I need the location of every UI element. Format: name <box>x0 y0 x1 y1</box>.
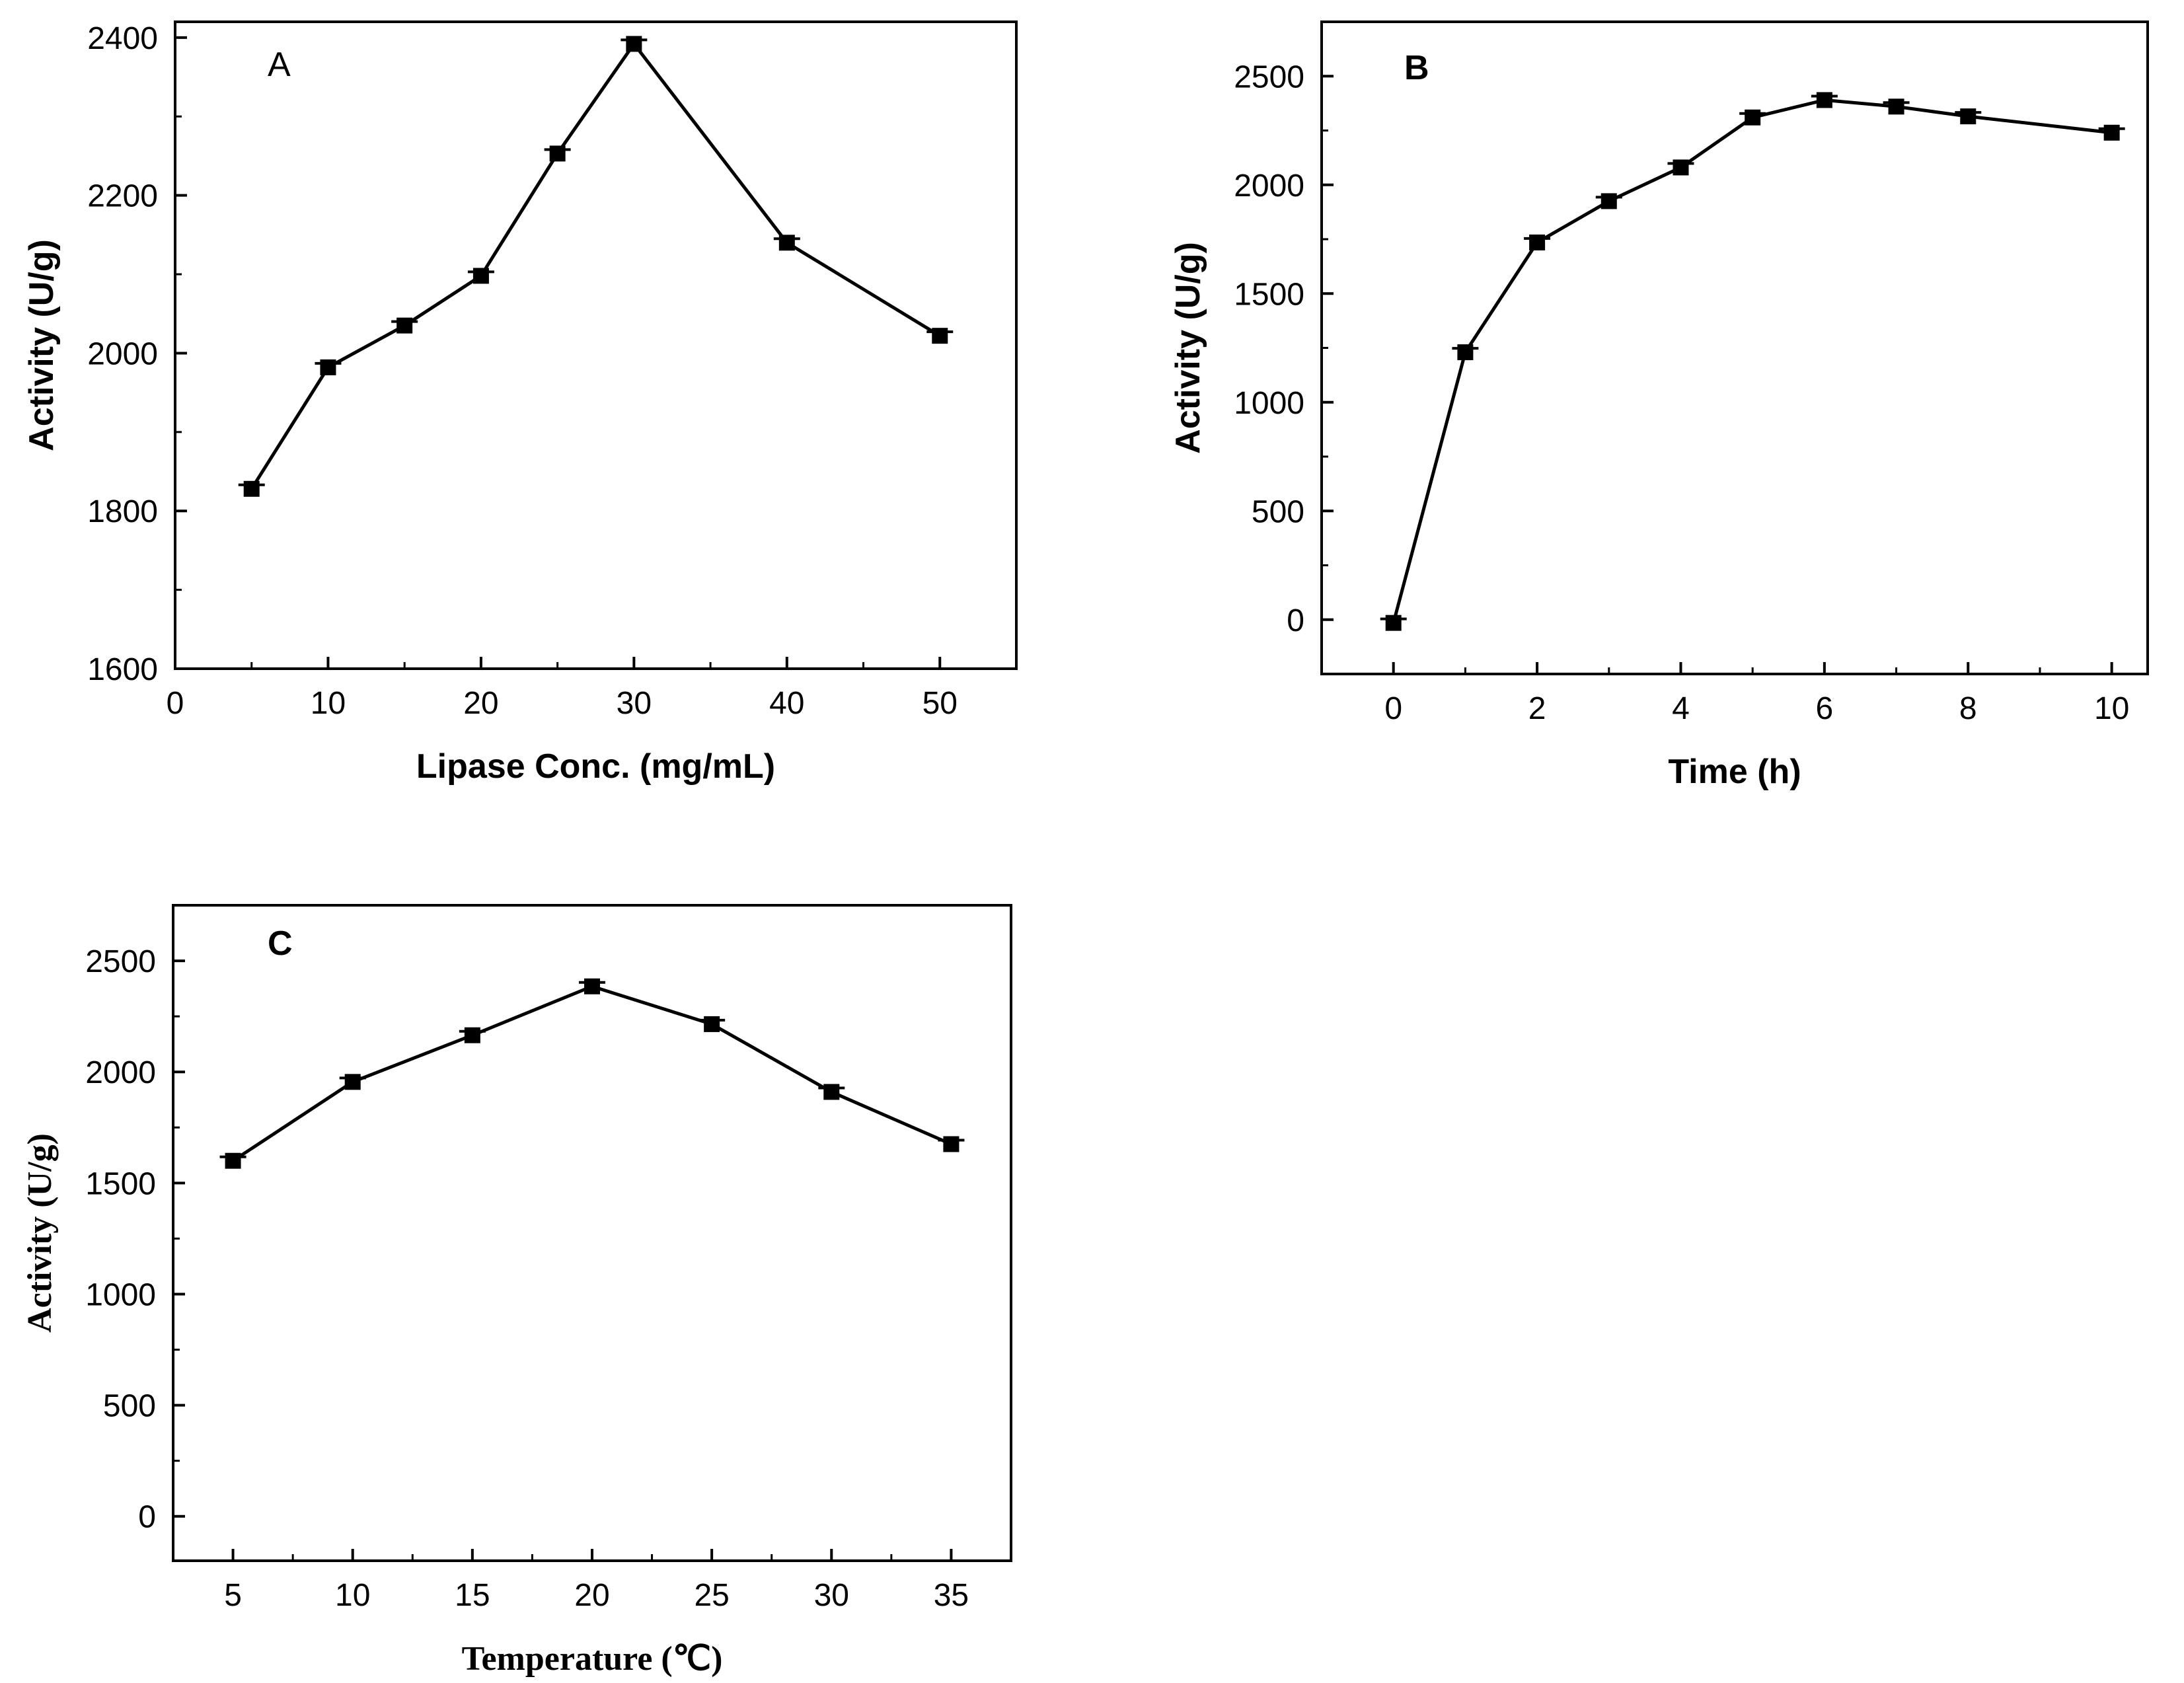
data-point <box>584 978 600 994</box>
series-line <box>1392 98 2112 624</box>
y-tick-label: 1500 <box>1234 277 1304 312</box>
x-tick-label: 35 <box>934 1578 969 1613</box>
y-axis-title: Activity (U/g) <box>21 1133 59 1333</box>
series-line <box>232 985 952 1162</box>
y-tick-label: 2400 <box>87 21 158 56</box>
data-point <box>472 268 489 284</box>
data-point <box>823 1084 840 1100</box>
y-tick-label: 2000 <box>85 1055 156 1090</box>
y-tick-label: 500 <box>103 1389 156 1424</box>
y-tick-label: 1500 <box>85 1166 156 1201</box>
data-point <box>1600 193 1617 209</box>
x-tick-label: 10 <box>335 1578 370 1613</box>
y-axis-title: Activity (U/g) <box>1169 242 1207 454</box>
x-tick-label: 30 <box>617 686 652 721</box>
y-tick-label: 0 <box>138 1500 156 1535</box>
x-tick-label: 6 <box>1816 691 1834 726</box>
x-tick-label: 50 <box>923 686 958 721</box>
data-point <box>549 145 566 162</box>
x-tick-label: 0 <box>167 686 184 721</box>
panel-label: C <box>268 924 293 963</box>
y-tick-label: 2500 <box>1234 59 1304 94</box>
chart-panel-c: 5 10 15 20 25 30 35 0 500 1000 1500 2000 2500 Tempera… <box>21 904 1012 1678</box>
data-point <box>243 480 260 497</box>
data-point <box>1816 92 1832 108</box>
x-tick-label: 8 <box>1959 691 1977 726</box>
y-tick-label: 2000 <box>1234 168 1304 204</box>
x-tick-label: 4 <box>1672 691 1690 726</box>
plot-frame <box>174 20 1018 670</box>
x-tick-label: 2 <box>1528 691 1546 726</box>
data-point <box>778 235 795 251</box>
x-tick-label: 10 <box>311 686 346 721</box>
x-tick-label: 10 <box>2094 691 2129 726</box>
x-tick-label: 40 <box>769 686 804 721</box>
data-point <box>626 36 642 52</box>
panel-label: B <box>1404 49 1429 87</box>
data-point <box>225 1152 241 1169</box>
series-line <box>250 42 941 490</box>
plot-frame <box>1320 20 2149 675</box>
x-axis-title: Temperature (℃) <box>462 1640 723 1678</box>
x-tick-label: 0 <box>1384 691 1402 726</box>
data-point <box>1673 159 1689 176</box>
y-tick-label: 1000 <box>1234 386 1304 421</box>
data-point <box>344 1074 361 1090</box>
y-tick-label: 2000 <box>87 336 158 371</box>
y-tick-label: 2500 <box>85 944 156 979</box>
x-axis-title: Time (h) <box>1668 753 1801 791</box>
x-tick-label: 20 <box>463 686 498 721</box>
data-point <box>2103 124 2120 141</box>
y-tick-label: 1600 <box>87 652 158 687</box>
chart-panel-b: 0 2 4 6 8 10 0 500 1000 1500 2000 2500 Time (h) Activ… <box>1169 20 2149 791</box>
y-tick-label: 1000 <box>85 1277 156 1312</box>
x-tick-label: 5 <box>224 1578 242 1613</box>
data-point <box>1385 615 1402 631</box>
y-tick-label: 0 <box>1287 603 1304 638</box>
plot-frame <box>172 904 1012 1562</box>
y-tick-label: 500 <box>1252 494 1304 529</box>
chart-panel-a: 0 10 20 30 40 50 1600 1800 2000 2200 2400 Lipase Co… <box>22 20 1018 786</box>
data-point <box>704 1016 720 1032</box>
data-point <box>1960 108 1977 125</box>
x-tick-label: 15 <box>455 1578 490 1613</box>
data-point <box>1888 98 1904 115</box>
data-point <box>932 328 948 344</box>
data-point <box>1457 344 1474 361</box>
y-tick-label: 1800 <box>87 494 158 529</box>
x-tick-label: 30 <box>814 1578 849 1613</box>
data-point <box>320 359 336 375</box>
x-tick-label: 20 <box>574 1578 609 1613</box>
panel-label: A <box>268 46 291 84</box>
data-point <box>943 1136 960 1152</box>
data-point <box>396 317 413 334</box>
x-tick-label: 25 <box>694 1578 729 1613</box>
data-point <box>1529 234 1546 250</box>
y-tick-label: 2200 <box>87 179 158 214</box>
x-axis-title: Lipase Conc. (mg/mL) <box>416 747 775 786</box>
data-point <box>464 1027 480 1043</box>
y-axis-title: Activity (U/g) <box>22 239 61 451</box>
data-point <box>1745 109 1761 126</box>
